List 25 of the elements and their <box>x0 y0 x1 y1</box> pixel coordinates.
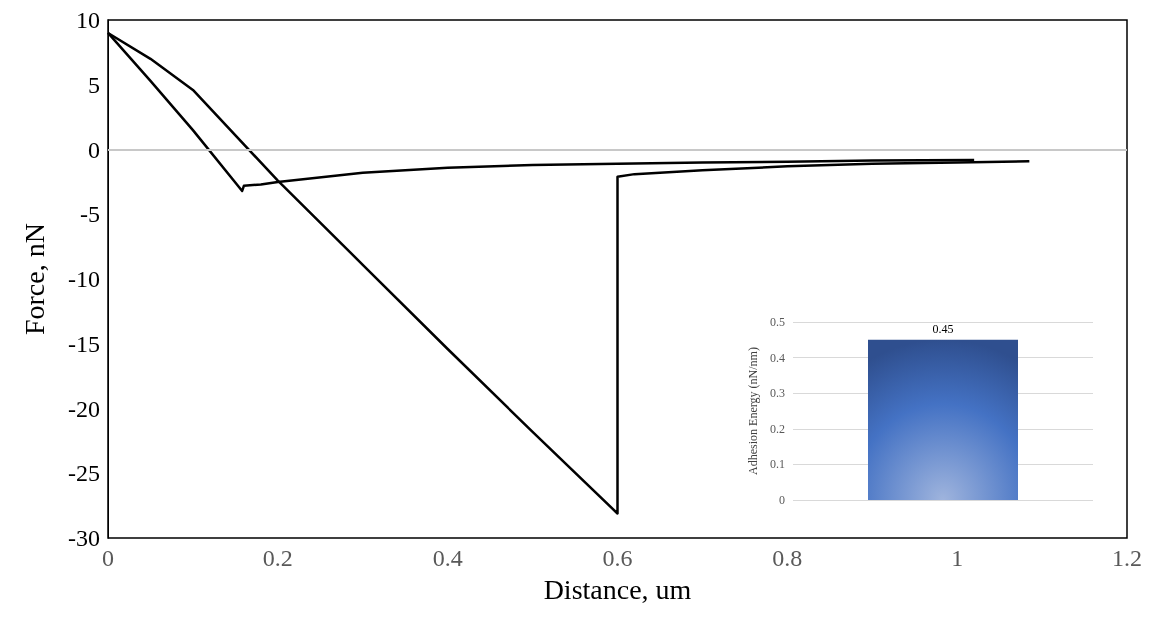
y-tick-label: 0.3 <box>770 386 785 401</box>
y-tick-label: 0 <box>779 493 785 507</box>
y-tick-label: -15 <box>68 330 100 357</box>
x-axis-title: Distance, um <box>543 573 692 605</box>
y-axis-title: Force, nN <box>18 223 50 336</box>
y-tick-label: -30 <box>68 525 100 552</box>
y-tick-label: -5 <box>80 201 100 228</box>
y-axis-title: Adhesion Energy (nN/nm) <box>745 347 760 475</box>
y-tick-label: 0.2 <box>770 421 785 436</box>
y-tick-label: 0.1 <box>770 457 785 472</box>
x-tick-label: 0.2 <box>262 545 293 572</box>
y-tick-label: 10 <box>76 7 100 33</box>
x-tick-label: 0.4 <box>432 545 463 572</box>
y-tick-label: 0 <box>88 136 100 163</box>
y-tick-label: 0.4 <box>770 350 785 365</box>
y-tick-label: -25 <box>68 460 100 487</box>
x-tick-label: 0.8 <box>772 545 803 572</box>
data-label: 0.45 <box>932 321 954 336</box>
y-tick-label: 0.5 <box>770 315 785 329</box>
y-tick-label: -20 <box>68 395 100 422</box>
x-tick-label: 0.6 <box>602 545 633 572</box>
x-tick-label: 1 <box>951 545 964 572</box>
y-tick-label: -10 <box>68 266 100 293</box>
y-tick-label: 5 <box>88 71 100 98</box>
x-tick-label: 1.2 <box>1112 545 1142 572</box>
